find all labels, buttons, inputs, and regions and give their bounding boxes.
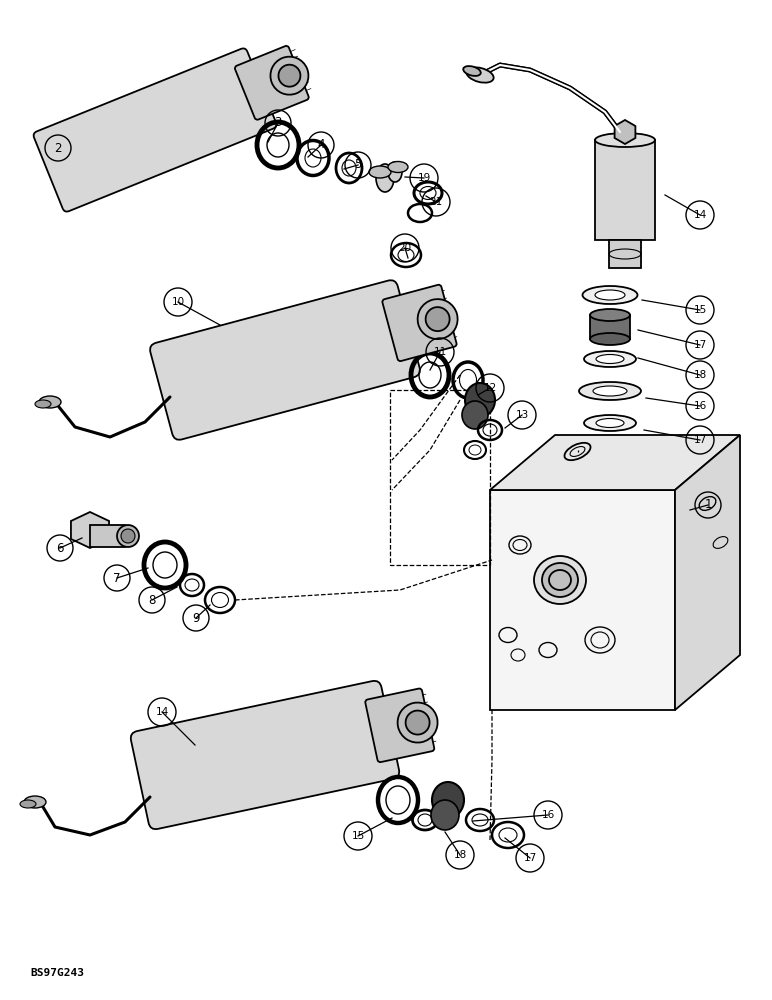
Text: 11: 11 xyxy=(433,347,447,357)
Ellipse shape xyxy=(596,418,624,428)
Ellipse shape xyxy=(270,57,309,95)
Text: 6: 6 xyxy=(56,542,64,554)
Bar xyxy=(595,140,655,240)
Ellipse shape xyxy=(39,396,61,408)
Ellipse shape xyxy=(121,529,135,543)
Text: 21: 21 xyxy=(429,197,442,207)
Ellipse shape xyxy=(583,286,638,304)
Polygon shape xyxy=(490,490,675,710)
Text: 17: 17 xyxy=(693,435,706,445)
Ellipse shape xyxy=(35,400,51,408)
FancyBboxPatch shape xyxy=(235,46,309,120)
Bar xyxy=(390,390,490,565)
Ellipse shape xyxy=(376,164,394,192)
Text: 14: 14 xyxy=(155,707,168,717)
Ellipse shape xyxy=(584,351,636,367)
Ellipse shape xyxy=(590,333,630,345)
Ellipse shape xyxy=(462,401,488,429)
Ellipse shape xyxy=(418,299,458,339)
FancyBboxPatch shape xyxy=(365,689,435,762)
Text: 9: 9 xyxy=(192,611,200,624)
Ellipse shape xyxy=(466,67,493,83)
Ellipse shape xyxy=(579,382,641,400)
Ellipse shape xyxy=(388,161,408,172)
Ellipse shape xyxy=(425,307,449,331)
Ellipse shape xyxy=(463,66,481,76)
Ellipse shape xyxy=(596,355,624,363)
Ellipse shape xyxy=(590,309,630,321)
Text: 18: 18 xyxy=(453,850,466,860)
Text: 15: 15 xyxy=(693,305,706,315)
Ellipse shape xyxy=(465,383,495,417)
Text: 10: 10 xyxy=(171,297,185,307)
Text: 15: 15 xyxy=(351,831,364,841)
Ellipse shape xyxy=(595,133,655,147)
Bar xyxy=(590,315,630,339)
Text: 17: 17 xyxy=(523,853,537,863)
Text: BS97G243: BS97G243 xyxy=(30,968,84,978)
Ellipse shape xyxy=(388,162,402,182)
Ellipse shape xyxy=(24,796,46,808)
Ellipse shape xyxy=(542,563,578,597)
FancyBboxPatch shape xyxy=(34,48,276,212)
Ellipse shape xyxy=(20,800,36,808)
Polygon shape xyxy=(71,512,109,548)
Text: 2: 2 xyxy=(54,141,62,154)
Ellipse shape xyxy=(584,415,636,431)
Polygon shape xyxy=(615,120,635,144)
Ellipse shape xyxy=(595,290,625,300)
Text: 16: 16 xyxy=(541,810,554,820)
Text: 16: 16 xyxy=(693,401,706,411)
Text: 19: 19 xyxy=(418,173,431,183)
Ellipse shape xyxy=(369,166,391,178)
Text: 4: 4 xyxy=(317,138,325,151)
Text: 20: 20 xyxy=(398,243,411,253)
FancyBboxPatch shape xyxy=(130,681,399,829)
Ellipse shape xyxy=(534,556,586,604)
Bar xyxy=(90,525,125,547)
Ellipse shape xyxy=(593,386,627,396)
Polygon shape xyxy=(490,435,740,490)
Text: 1: 1 xyxy=(704,498,712,512)
Text: 5: 5 xyxy=(354,158,362,172)
Text: 14: 14 xyxy=(693,210,706,220)
Text: 17: 17 xyxy=(693,340,706,350)
Ellipse shape xyxy=(279,65,300,87)
Text: 8: 8 xyxy=(148,593,156,606)
Ellipse shape xyxy=(117,525,139,547)
Text: 3: 3 xyxy=(274,116,282,129)
FancyBboxPatch shape xyxy=(382,285,456,361)
Text: 13: 13 xyxy=(516,410,529,420)
FancyBboxPatch shape xyxy=(150,280,420,440)
Ellipse shape xyxy=(398,703,438,743)
Text: 18: 18 xyxy=(693,370,706,380)
Ellipse shape xyxy=(432,782,464,818)
Bar xyxy=(609,240,641,268)
Ellipse shape xyxy=(431,800,459,830)
Text: 7: 7 xyxy=(113,572,120,584)
Text: 12: 12 xyxy=(483,383,496,393)
Polygon shape xyxy=(675,435,740,710)
Ellipse shape xyxy=(405,711,429,735)
